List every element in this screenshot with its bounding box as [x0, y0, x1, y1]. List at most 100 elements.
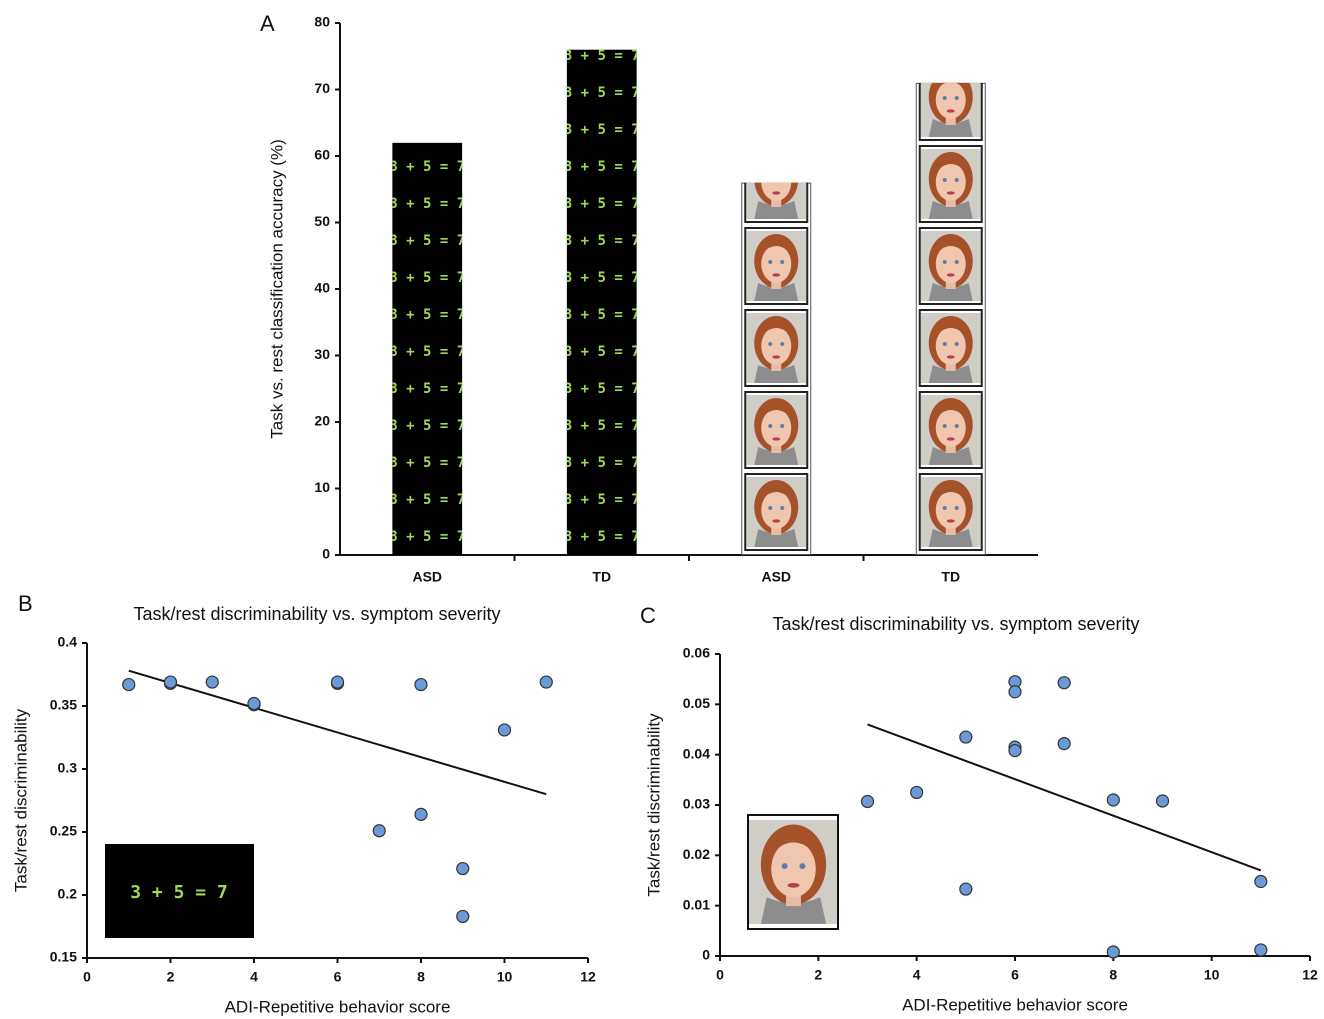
y-axis-label: Task vs. rest classification accuracy (%…: [267, 139, 286, 438]
x-axis-label: ADI-Repetitive behavior score: [902, 995, 1128, 1014]
y-tick-label: 0.05: [683, 695, 710, 711]
data-point: [205, 675, 219, 689]
face-tile: [746, 395, 807, 465]
data-point: [1106, 945, 1120, 959]
data-point: [456, 909, 470, 924]
chart-title: Task/rest discriminability vs. symptom s…: [772, 614, 1139, 634]
bar-fill: 3 + 5 = 7 3 + 5 = 7 3 + 5 = 7 3 + 5 = 7 3 + …: [389, 122, 465, 555]
bar-fill: [915, 82, 986, 555]
bar-pattern-text: 3 + 5 = 7: [564, 455, 640, 471]
bar-fill: 3 + 5 = 7 3 + 5 = 7 3 + 5 = 7 3 + 5 = 7 3 + …: [564, 48, 640, 555]
x-tick-label: 0: [83, 969, 91, 985]
y-tick-label: 50: [314, 213, 330, 229]
face-frame: [744, 227, 809, 305]
x-tick-label: 8: [1109, 967, 1117, 983]
bar-pattern-text: 3 + 5 = 7: [389, 529, 465, 545]
y-tick-label: 40: [314, 280, 330, 296]
inset-box: [105, 844, 254, 938]
x-tick-label: TD: [941, 569, 960, 585]
x-tick-label: 6: [334, 969, 342, 985]
face-frame: [918, 391, 983, 469]
face-frame: [744, 309, 809, 387]
y-tick-label: 60: [314, 147, 330, 163]
x-tick-label: ASD: [761, 569, 791, 585]
bar-pattern-text: 3 + 5 = 7: [564, 48, 640, 64]
chart-title: Task/rest discriminability vs. symptom s…: [133, 604, 500, 624]
y-tick-label: 0.06: [683, 645, 710, 661]
y-tick-label: 0.04: [683, 745, 710, 761]
y-tick-label: 10: [314, 479, 330, 495]
y-tick-label: 0.25: [50, 823, 77, 839]
y-tick-label: 20: [314, 413, 330, 429]
y-tick-label: 0.03: [683, 796, 710, 812]
face-tile: [920, 477, 981, 547]
y-tick-label: 0.4: [58, 634, 78, 650]
x-tick-label: 6: [1011, 967, 1019, 983]
bar-pattern-text: 3 + 5 = 7: [389, 344, 465, 360]
face-frame: [918, 227, 983, 305]
y-tick-label: 0: [322, 546, 330, 562]
x-tick-label: 12: [1302, 967, 1318, 983]
data-point: [1057, 676, 1071, 690]
data-point: [1008, 744, 1022, 758]
x-tick-label: TD: [592, 569, 611, 585]
data-point: [910, 785, 924, 800]
data-point: [1106, 793, 1120, 807]
x-tick-label: 2: [167, 969, 175, 985]
bar-pattern-text: 3 + 5 = 7: [564, 344, 640, 360]
y-tick-label: 0.2: [58, 886, 78, 902]
data-point: [330, 675, 345, 689]
face-tile: [920, 149, 981, 219]
bar: [392, 142, 463, 555]
bar-pattern-text: 3 + 5 = 7: [389, 492, 465, 508]
x-tick-label: 12: [580, 969, 596, 985]
face-tile: [746, 182, 807, 219]
face-frame: [918, 145, 983, 223]
bar: [566, 49, 637, 555]
data-point: [247, 696, 261, 711]
data-point: [1008, 685, 1022, 699]
bar-pattern-text: 3 + 5 = 7: [564, 529, 640, 545]
data-point: [163, 675, 178, 689]
bar-pattern-text: 3 + 5 = 7: [564, 122, 640, 138]
data-point: [122, 677, 136, 692]
face-frame: [918, 309, 983, 387]
y-tick-label: 0.35: [50, 697, 77, 713]
bar-pattern-text: 3 + 5 = 7: [389, 122, 465, 138]
bar-pattern-text: 3 + 5 = 7: [564, 159, 640, 175]
x-tick-label: 0: [716, 967, 724, 983]
bar-pattern-text: 3 + 5 = 7: [389, 381, 465, 397]
y-axis-label: Task/rest discriminability: [11, 708, 30, 892]
data-point: [372, 824, 386, 838]
face-tile: [746, 313, 807, 383]
data-point: [1057, 736, 1071, 751]
bar-pattern-text: 3 + 5 = 7: [564, 418, 640, 434]
inset-frame: [747, 814, 839, 930]
y-tick-label: 70: [314, 80, 330, 96]
y-tick-label: 0.02: [683, 846, 710, 862]
x-tick-label: 10: [1204, 967, 1220, 983]
panel-label: B: [18, 591, 33, 616]
data-point: [860, 794, 875, 809]
bar-pattern-text: 3 + 5 = 7: [389, 307, 465, 323]
bar-pattern-text: 3 + 5 = 7: [564, 196, 640, 212]
x-tick-label: 10: [497, 969, 513, 985]
bar-pattern-text: 3 + 5 = 7: [389, 270, 465, 286]
data-point: [414, 677, 428, 692]
y-tick-label: 0: [702, 947, 710, 963]
x-tick-label: 4: [913, 967, 921, 983]
panel-label: A: [260, 11, 275, 36]
data-point: [456, 861, 470, 876]
y-tick-label: 0.15: [50, 949, 77, 965]
face-tile: [746, 477, 807, 547]
data-point: [539, 675, 553, 689]
bar-fill: [741, 182, 812, 555]
data-point: [1254, 874, 1268, 889]
y-axis-label: Task/rest discriminability: [644, 713, 663, 897]
face-tile: [920, 313, 981, 383]
data-point: [1254, 943, 1268, 957]
y-tick-label: 0.01: [683, 896, 710, 912]
face-tile: [746, 231, 807, 301]
bar-pattern-text: 3 + 5 = 7: [389, 455, 465, 471]
